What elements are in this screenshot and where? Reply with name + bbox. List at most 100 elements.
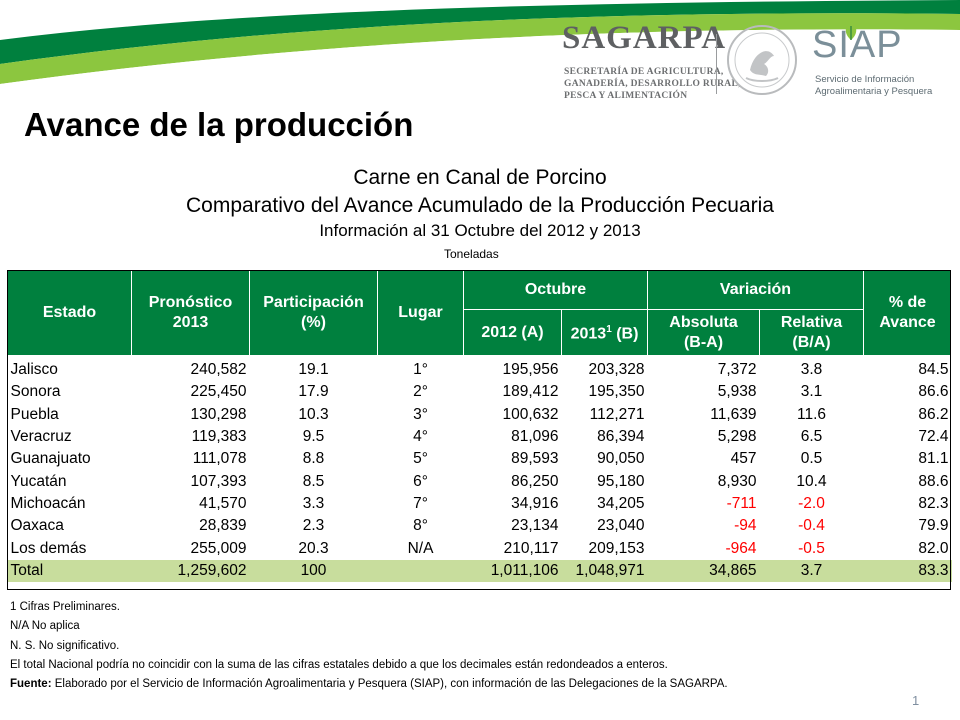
cell-absoluta: -964 xyxy=(725,539,757,557)
cell-relativa: 3.8 xyxy=(800,361,823,379)
table-row: Yucatán 107,393 8.5 6° 86,250 95,180 8,930 10.4… xyxy=(8,470,952,492)
note-fuente: Fuente: Elaborado por el Servicio de Inf… xyxy=(10,678,728,691)
cell-avance: 84.5 xyxy=(918,361,949,379)
total-row: Total 1,259,602 100 1,011,106 1,048,971 … xyxy=(7,559,952,582)
cell-estado: Yucatán xyxy=(10,472,67,490)
report-title: Carne en Canal de Porcino xyxy=(353,166,607,189)
table-row: Jalisco 240,582 19.1 1° 195,956 203,328 7,372 3… xyxy=(8,356,952,382)
table-row: Oaxaca 28,839 2.3 8° 23,134 23,040 -94 -0.4 79.9 xyxy=(8,515,952,537)
cell-estado: Sonora xyxy=(10,383,61,401)
units-label: Toneladas xyxy=(444,247,499,261)
cell-pronostico: 41,570 xyxy=(199,494,247,512)
cell-v2013: 86,394 xyxy=(597,428,645,446)
cell-2012: 1,011,106 xyxy=(463,559,562,582)
cell-estado: Oaxaca xyxy=(10,517,64,535)
cell-estado: Veracruz xyxy=(10,428,72,446)
cell-pronostico: 240,582 xyxy=(190,361,247,379)
cell-pronostico: 1,259,602 xyxy=(131,559,250,582)
report-subtitle: Comparativo del Avance Acumulado de la P… xyxy=(186,194,774,217)
cell-avance: 82.0 xyxy=(918,539,949,557)
siap-logo: SIAP xyxy=(812,24,903,66)
sagarpa-logo: SAGARPA xyxy=(562,20,727,56)
cell-pronostico: 130,298 xyxy=(190,405,247,423)
header-relativa: Relativa (B/A) xyxy=(759,309,864,356)
note-preliminares: 1 Cifras Preliminares. xyxy=(10,601,120,613)
cell-v2013: 112,271 xyxy=(589,405,645,423)
note-ns: N. S. No significativo. xyxy=(10,639,120,652)
cell-participacion: 17.9 xyxy=(298,383,329,401)
cell-participacion: 20.3 xyxy=(298,539,329,557)
header-pronostico: Pronóstico 2013 xyxy=(131,270,250,356)
table-row: Veracruz 119,383 9.5 4° 81,096 86,394 5,298 6.5… xyxy=(8,426,952,448)
cell-lugar: 4° xyxy=(413,428,428,446)
cell-absoluta: 457 xyxy=(730,450,757,468)
footnotes: 1 Cifras Preliminares. N/A No aplica N. … xyxy=(10,598,728,694)
cell-lugar: 2° xyxy=(413,383,428,401)
cell-lugar: 8° xyxy=(413,517,428,535)
cell-v2012: 100,632 xyxy=(502,405,559,423)
cell-relativa: 0.5 xyxy=(800,450,823,468)
cell-relativa: 3.1 xyxy=(800,383,823,401)
cell-v2013: 195,350 xyxy=(588,383,645,401)
cell-lugar: N/A xyxy=(407,539,434,557)
cell-avance: 72.4 xyxy=(918,428,949,446)
cell-estado: Los demás xyxy=(10,539,87,557)
cell-relativa: -0.4 xyxy=(798,517,825,535)
header-estado: Estado xyxy=(7,270,132,356)
cell-lugar: 3° xyxy=(413,405,428,423)
cell-estado: Guanajuato xyxy=(10,450,91,468)
cell-relativa: 3.7 xyxy=(759,559,864,582)
note-na: N/A No aplica xyxy=(10,620,80,633)
cell-estado: Total xyxy=(7,559,132,582)
cell-v2012: 189,412 xyxy=(502,383,559,401)
cell-participacion: 3.3 xyxy=(302,494,325,512)
cell-relativa: -2.0 xyxy=(798,494,825,512)
cell-v2012: 81,096 xyxy=(511,428,559,446)
cell-estado: Jalisco xyxy=(10,361,58,379)
cell-lugar: 1° xyxy=(413,361,428,379)
header-2013: 20131 (B) xyxy=(561,309,648,356)
note-total: El total Nacional podría no coincidir co… xyxy=(10,658,668,671)
siap-leaf-icon xyxy=(845,22,857,40)
cell-relativa: 6.5 xyxy=(800,428,823,446)
cell-v2013: 95,180 xyxy=(597,472,645,490)
cell-v2012: 86,250 xyxy=(511,472,559,490)
cell-lugar: 5° xyxy=(413,450,428,468)
cell-participacion: 10.3 xyxy=(298,405,329,423)
production-table: Estado Pronóstico 2013 Participación (%) L… xyxy=(7,270,952,582)
cell-lugar: 6° xyxy=(413,472,428,490)
cell-v2013: 209,153 xyxy=(588,539,645,557)
cell-lugar: 7° xyxy=(413,494,428,512)
cell-2013: 1,048,971 xyxy=(561,559,648,582)
cell-absoluta: 11,639 xyxy=(710,405,757,423)
cell-relativa: 11.6 xyxy=(796,405,827,423)
report-date: Información al 31 Octubre del 2012 y 201… xyxy=(319,221,641,240)
page-title: Avance de la producción xyxy=(24,106,414,143)
header-lugar: Lugar xyxy=(377,270,464,356)
cell-v2012: 89,593 xyxy=(511,450,559,468)
header-variacion: Variación xyxy=(647,270,864,310)
page-number: 1 xyxy=(912,693,920,708)
cell-lugar xyxy=(377,559,464,582)
mexico-seal-icon xyxy=(727,25,797,95)
cell-pronostico: 111,078 xyxy=(192,450,247,468)
cell-v2012: 195,956 xyxy=(502,361,559,379)
cell-avance: 83.3 xyxy=(863,559,952,582)
cell-relativa: 10.4 xyxy=(796,472,827,490)
header-octubre: Octubre xyxy=(463,270,648,310)
cell-participacion: 2.3 xyxy=(302,517,325,535)
table-row: Guanajuato 111,078 8.8 5° 89,593 90,050 457 0.5… xyxy=(8,448,952,470)
cell-absoluta: 5,938 xyxy=(717,383,757,401)
cell-absoluta: 5,298 xyxy=(717,428,757,446)
cell-avance: 81.1 xyxy=(918,450,949,468)
siap-subtitle: Servicio de Información Agroalimentaria … xyxy=(815,74,933,97)
cell-v2012: 210,117 xyxy=(503,539,559,557)
cell-pronostico: 28,839 xyxy=(199,517,247,535)
cell-avance: 79.9 xyxy=(918,517,949,535)
header-avance: % de Avance xyxy=(863,270,952,356)
cell-estado: Puebla xyxy=(10,405,59,423)
cell-avance: 82.3 xyxy=(918,494,949,512)
cell-v2013: 23,040 xyxy=(597,517,645,535)
header-participacion: Participación (%) xyxy=(249,270,378,356)
cell-pronostico: 119,383 xyxy=(191,428,247,446)
